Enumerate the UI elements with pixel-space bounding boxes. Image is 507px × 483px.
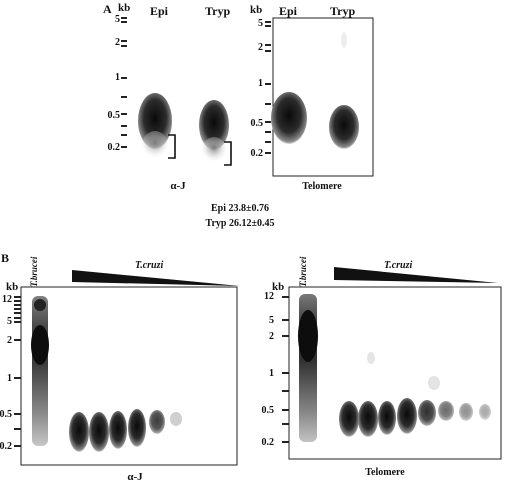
panel-b-right-marker-2: 2 (269, 331, 274, 342)
panel-a-right-kb-label: kb (250, 4, 263, 16)
panel-b-left-marker-0-2: 0.2 (0, 441, 12, 452)
panel-b-left-marker-12: 12 (2, 294, 12, 305)
panel-a-left-marker-1: 1 (115, 72, 120, 83)
panel-b-letter: B (1, 251, 10, 265)
panel-b-right-marker-1: 1 (269, 368, 274, 379)
panel-b-right-wedge (334, 267, 498, 283)
panel-b-right-marker-0-5: 0.5 (261, 405, 275, 416)
panel-a-left-marker-0-2: 0.2 (107, 142, 121, 153)
panel-a-left-lane-epi: Epi (150, 4, 169, 18)
panel-b-right-kb-label: kb (272, 281, 285, 293)
panel-a-left-marker-5: 5 (115, 14, 120, 25)
panel-a-right-marker-5: 5 (258, 18, 263, 29)
panel-b-left-marker-1: 1 (7, 373, 12, 384)
panel-a-left-kb-label: kb (118, 2, 131, 14)
panel-b-left-marker-2: 2 (7, 335, 12, 346)
panel-a-right-marker-2: 2 (258, 42, 263, 53)
panel-b-right-marker-5: 5 (269, 315, 274, 326)
panel-b-right-gradient-label: T.cruzi (384, 260, 413, 271)
panel-a-left-marker-0-5: 0.5 (107, 110, 121, 121)
panel-b-right-marker-0-2: 0.2 (261, 437, 275, 448)
panel-a-right-marker-0-5: 0.5 (250, 118, 264, 129)
panel-b-left-wedge (72, 270, 240, 286)
panel-b-right-caption: Telomere (365, 467, 405, 478)
panel-a-left-caption: α-J (170, 180, 186, 192)
panel-b-left-caption: α-J (127, 471, 143, 483)
panel-a-left-marker-2: 2 (115, 37, 120, 48)
panel-a-stats-tryp: Tryp 26.12±0.45 (205, 218, 275, 229)
panel-a-stats-epi: Epi 23.8±0.76 (211, 203, 269, 214)
panel-a-right-caption: Telomere (302, 181, 342, 192)
panel-a-left-lane-tryp: Tryp (205, 4, 231, 18)
panel-b-right-marker-12: 12 (264, 291, 274, 302)
panel-a-right-lane-tryp: Tryp (330, 4, 356, 18)
panel-b-left-marker-0-5: 0.5 (0, 409, 12, 420)
panel-a-right-lane-epi: Epi (279, 4, 298, 18)
panel-b-left-marker-5: 5 (7, 316, 12, 327)
panel-a-letter: A (103, 2, 112, 16)
panel-b-left-gradient-label: T.cruzi (135, 260, 164, 271)
panel-a-right-marker-0-2: 0.2 (250, 148, 264, 159)
panel-b-left-kb-label: kb (6, 281, 19, 293)
panel-a-right-marker-1: 1 (258, 78, 263, 89)
